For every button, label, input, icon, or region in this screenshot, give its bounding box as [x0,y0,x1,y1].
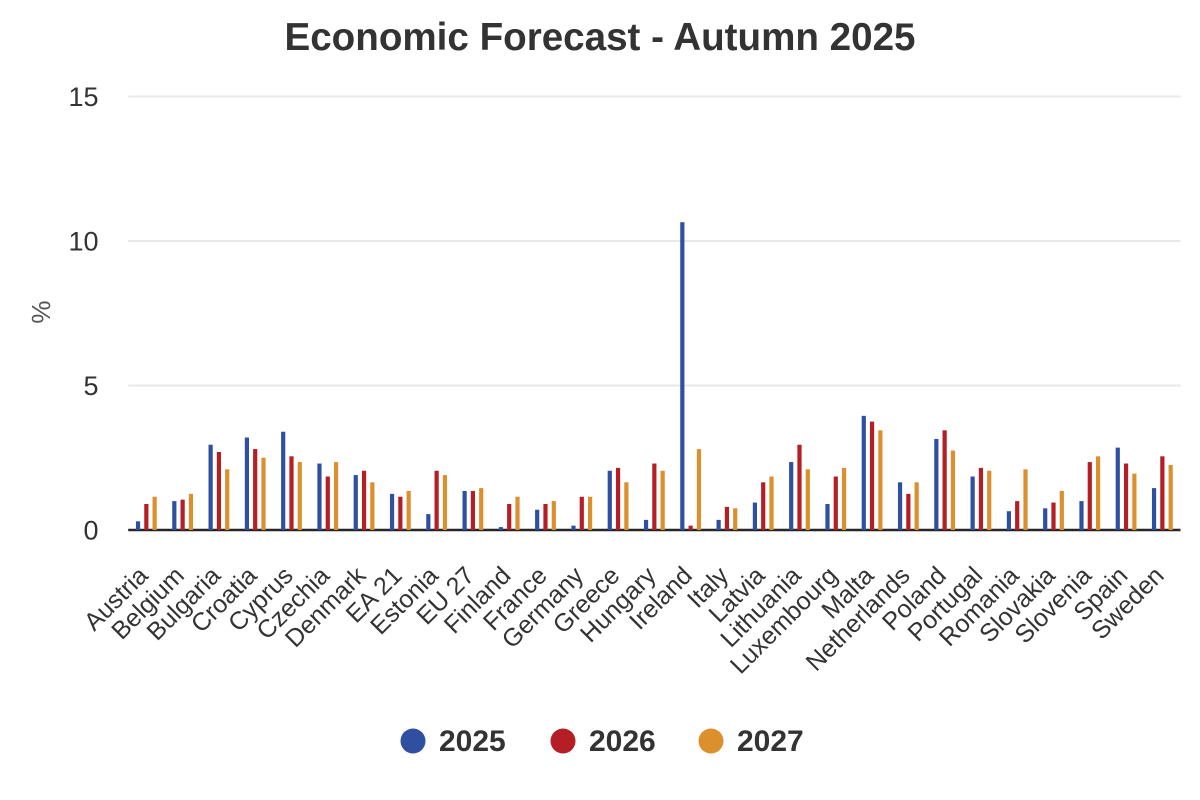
svg-text:2026: 2026 [589,725,656,758]
svg-text:0: 0 [83,516,98,546]
svg-text:5: 5 [83,371,98,401]
svg-text:2027: 2027 [737,725,804,758]
svg-text:15: 15 [68,82,98,112]
svg-text:Economic Forecast - Autumn 202: Economic Forecast - Autumn 2025 [285,16,916,59]
svg-text:10: 10 [68,227,98,257]
svg-text:2025: 2025 [439,725,506,758]
svg-text:%: % [26,300,56,323]
